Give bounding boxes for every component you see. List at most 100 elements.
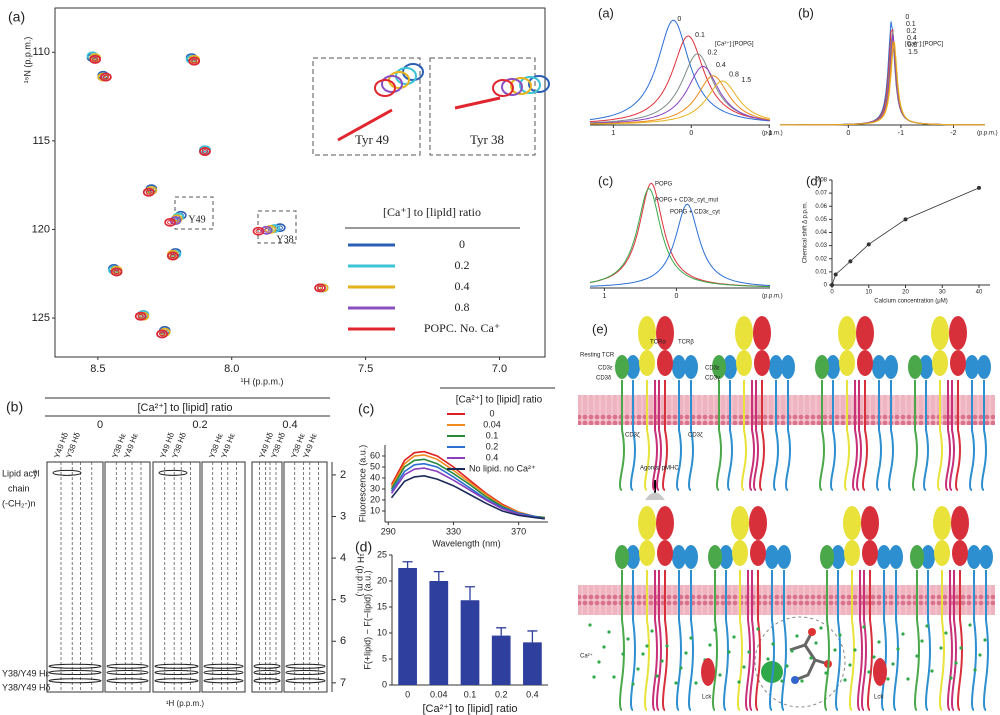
nmr-contour <box>169 253 176 259</box>
legend-label: No lipid. no Ca²⁺ <box>469 463 536 473</box>
calcium-dot <box>939 646 943 650</box>
nmr-peak <box>145 186 158 195</box>
cross-peak <box>203 669 244 675</box>
nmr-contour <box>145 189 152 195</box>
tail <box>923 380 929 491</box>
tcr-beta <box>657 540 673 566</box>
y-tick-label: 5 <box>340 594 346 606</box>
annotation: Y49 <box>188 214 205 225</box>
bar <box>491 635 511 685</box>
inset-contour <box>388 71 410 89</box>
tail <box>749 570 755 711</box>
calcium-dot <box>650 629 654 633</box>
calcium-dot <box>944 631 948 635</box>
inset-contour <box>528 75 550 93</box>
calcium-dot <box>785 664 789 668</box>
panel-label: (b) <box>6 399 23 415</box>
cross-peak <box>48 669 102 675</box>
tail <box>876 380 882 491</box>
tcr-alpha <box>732 540 748 566</box>
bar <box>523 642 542 685</box>
spectrum <box>590 75 771 125</box>
calcium-dot <box>949 676 953 680</box>
bar <box>460 600 480 685</box>
nmr-contour <box>255 228 262 234</box>
diagram-label: TCRα <box>650 340 666 346</box>
calcium-dot <box>631 682 635 686</box>
panel-label: (a) <box>598 5 614 20</box>
strip <box>104 461 151 693</box>
tail <box>925 570 931 711</box>
inset-contour <box>519 76 541 94</box>
y-tick-label: 40 <box>370 472 380 482</box>
x-tick-label: 0.1 <box>464 689 477 699</box>
legend-label: 0.4 <box>455 279 470 293</box>
cross-peak <box>285 669 326 675</box>
x-tick-label: 8.0 <box>224 363 239 375</box>
cd3-domain <box>965 355 979 379</box>
inset-contour <box>510 77 532 95</box>
calcium-dot <box>727 650 731 654</box>
diagram-label: CD3ζ <box>625 433 640 439</box>
tail <box>949 380 955 491</box>
diagram-label: TCRβ <box>678 340 694 346</box>
y-tick-label: 120 <box>32 223 50 235</box>
legend-label: 0.8 <box>455 300 470 314</box>
y-tick-label: 10 <box>377 627 387 637</box>
annotation: [Ca²⁺]:[POPC] <box>905 41 944 48</box>
calcium-dot <box>867 670 871 674</box>
calcium-dot <box>824 671 828 675</box>
tail <box>716 380 722 491</box>
annotation: chain <box>8 483 30 493</box>
tcr-alpha <box>639 350 655 376</box>
series-label: 0.4 <box>716 62 726 69</box>
x-axis-label: (p.p.m.) <box>762 294 783 300</box>
inset-contour <box>395 67 417 85</box>
x-tick-label: 30 <box>939 290 946 296</box>
bar <box>429 581 449 685</box>
x-axis-label: (p.p.m.) <box>977 131 998 137</box>
diagram-label: CD3ζ <box>688 433 703 439</box>
legend-label: 0.04 <box>483 419 501 429</box>
panel-label: (c) <box>598 173 613 188</box>
tail <box>741 380 747 491</box>
y-tick-label: 20 <box>370 494 380 504</box>
cd3-domain <box>826 355 840 379</box>
calcium-dot <box>718 673 722 677</box>
nmr-contour <box>201 149 208 154</box>
annotation: Y38/Y49 Hε <box>2 668 50 678</box>
x-tick-label: 40 <box>976 290 983 296</box>
tail <box>861 570 867 711</box>
nmr-peak <box>252 226 265 236</box>
calcium-dot <box>592 675 596 679</box>
tail <box>785 380 791 491</box>
calcium-dot <box>920 639 924 643</box>
x-tick-label: 330 <box>446 526 461 536</box>
tcr-beta <box>856 316 874 350</box>
diagram-label: Agonist pMHC <box>640 466 679 472</box>
cd3-domain <box>672 545 686 569</box>
calcium-dot <box>621 652 625 656</box>
tail <box>652 570 658 711</box>
calcium-dot <box>838 633 842 637</box>
tail <box>957 570 963 711</box>
calcium-dot <box>973 668 977 672</box>
group-label: 0 <box>97 419 103 431</box>
legend-label: 0 <box>459 237 465 251</box>
strip <box>251 461 283 693</box>
tail <box>723 570 729 711</box>
molecule <box>789 631 829 682</box>
tcr-alpha <box>638 506 656 540</box>
tcr-beta <box>861 506 879 540</box>
series-label: POPG + CD3ε_cyt <box>670 210 720 216</box>
calcium-dot <box>612 675 616 679</box>
cd3-domain <box>723 355 737 379</box>
cd3-domain <box>815 355 829 379</box>
nmr-peak <box>260 225 273 235</box>
calcium-dot <box>833 648 837 652</box>
calcium-dot <box>862 625 866 629</box>
strip <box>283 461 328 693</box>
tail <box>688 380 694 491</box>
y-tick-label: 115 <box>32 135 50 147</box>
calcium-dot <box>891 662 895 666</box>
